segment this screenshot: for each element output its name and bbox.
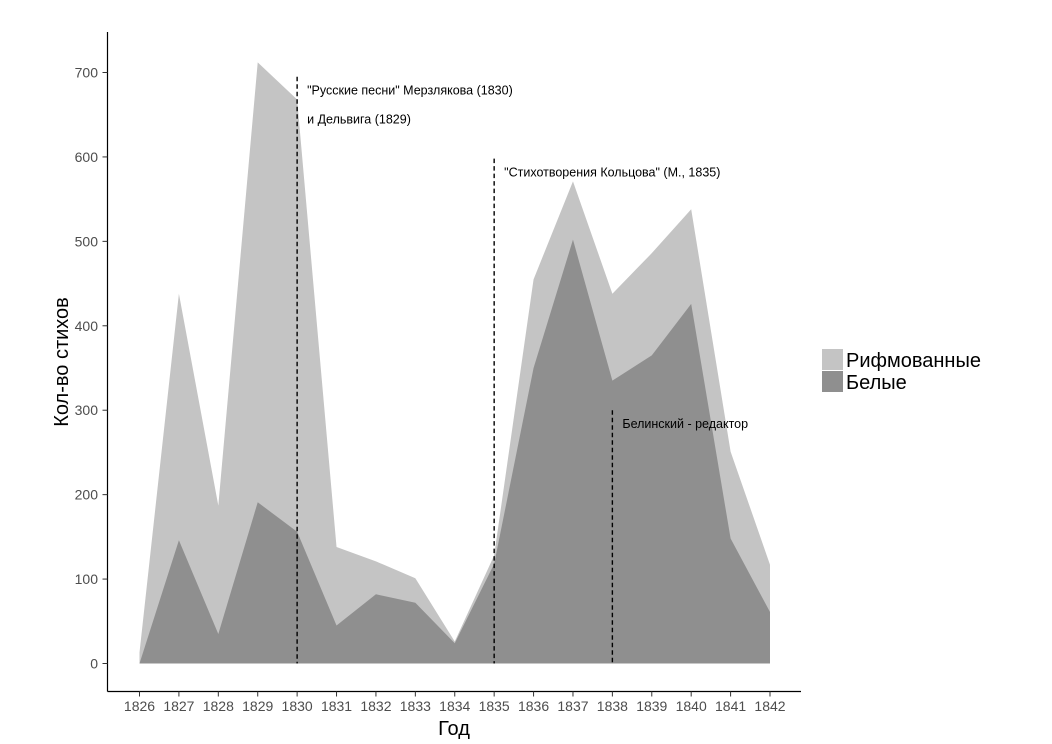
x-tick-label-1830: 1830 [282,698,313,714]
y-tick-label-300: 300 [75,402,99,418]
y-tick-label-100: 100 [75,571,99,587]
y-tick-label-600: 600 [75,149,99,165]
x-tick-label-1832: 1832 [360,698,391,714]
x-tick-label-1834: 1834 [439,698,470,714]
legend-label-0: Рифмованные [846,350,981,372]
x-tick-label-1841: 1841 [715,698,746,714]
y-axis-title: Кол-во стихов [51,297,73,427]
x-tick-label-1838: 1838 [597,698,628,714]
annotation-text-1835-0: "Стихотворения Кольцова" (М., 1835) [504,166,720,180]
y-tick-label-500: 500 [75,233,99,249]
annotation-text-1830-1: и Дельвига (1829) [307,113,411,127]
x-tick-label-1831: 1831 [321,698,352,714]
annotation-text-1838-0: Белинский - редактор [622,417,748,431]
annotation-text-1830-0: "Русские песни" Мерзлякова (1830) [307,84,513,98]
legend-swatch-1 [822,371,843,392]
x-tick-label-1826: 1826 [124,698,155,714]
x-tick-label-1836: 1836 [518,698,549,714]
x-tick-label-1827: 1827 [163,698,194,714]
legend-swatch-0 [822,349,843,370]
x-tick-label-1828: 1828 [203,698,234,714]
legend-label-1: Белые [846,372,907,394]
axes: 0 100 200 300 400 500 600 700 1826 1827 1828 1829 18… [75,32,801,714]
x-tick-label-1839: 1839 [636,698,667,714]
annotations: "Русские песни" Мерзлякова (1830) и Дельв… [296,76,748,664]
y-tick-label-700: 700 [75,65,99,81]
x-tick-label-1837: 1837 [557,698,588,714]
x-tick-label-1842: 1842 [754,698,785,714]
x-tick-label-1829: 1829 [242,698,273,714]
x-axis-title: Год [438,718,470,740]
x-tick-label-1833: 1833 [400,698,431,714]
y-tick-label-0: 0 [90,656,98,672]
y-tick-label-400: 400 [75,318,99,334]
x-tick-label-1835: 1835 [479,698,510,714]
y-tick-label-200: 200 [75,487,99,503]
x-tick-label-1840: 1840 [676,698,707,714]
area-layers [139,62,770,664]
